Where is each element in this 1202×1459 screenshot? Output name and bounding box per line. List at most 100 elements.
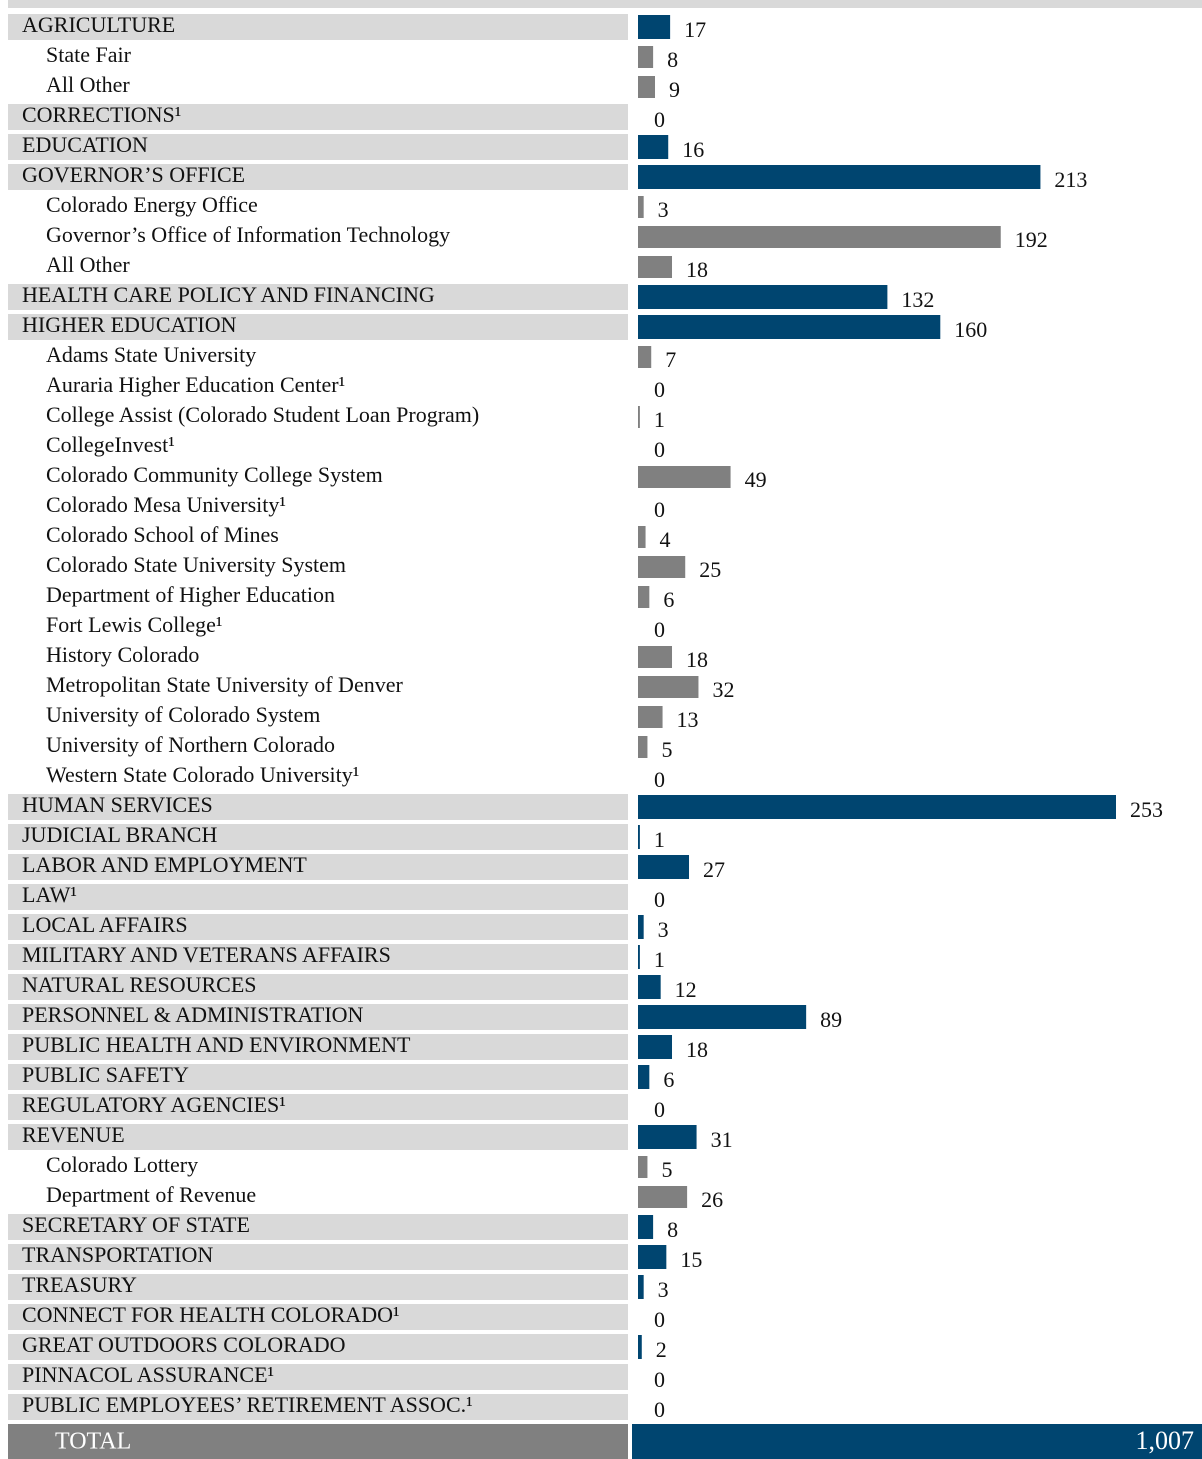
value-label: 13 <box>677 707 699 732</box>
row-bg <box>8 1364 628 1390</box>
bar <box>638 46 654 68</box>
value-label: 0 <box>654 1307 665 1332</box>
bar <box>638 1005 807 1029</box>
row-bg <box>8 1004 628 1030</box>
bar <box>638 226 1001 248</box>
row-bg <box>8 1214 628 1240</box>
value-label: 2 <box>656 1337 667 1362</box>
category-label: CollegeInvest¹ <box>46 432 175 457</box>
category-label: LAW¹ <box>22 882 77 907</box>
category-label: All Other <box>46 252 130 277</box>
header-strip <box>8 0 1202 8</box>
category-label: State Fair <box>46 42 132 67</box>
category-label: NATURAL RESOURCES <box>22 972 257 997</box>
category-label: Colorado Lottery <box>46 1152 198 1177</box>
category-label: PERSONNEL & ADMINISTRATION <box>22 1002 364 1027</box>
category-label: Department of Revenue <box>46 1182 256 1207</box>
category-label: PINNACOL ASSURANCE¹ <box>22 1362 274 1387</box>
value-label: 0 <box>654 1397 665 1422</box>
row-bg <box>8 1034 628 1060</box>
bar <box>638 736 648 758</box>
value-label: 3 <box>658 197 669 222</box>
value-label: 4 <box>660 527 671 552</box>
category-label: CONNECT FOR HEALTH COLORADO¹ <box>22 1302 400 1327</box>
bar <box>638 975 661 999</box>
row-bg <box>8 854 628 880</box>
bar <box>638 676 699 698</box>
row-bg <box>8 314 628 340</box>
category-label: Metropolitan State University of Denver <box>46 672 403 697</box>
row-bg <box>8 914 628 940</box>
value-label: 12 <box>675 977 697 1002</box>
category-label: LOCAL AFFAIRS <box>22 912 188 937</box>
category-label: CORRECTIONS¹ <box>22 102 181 127</box>
row-bg <box>8 974 628 1000</box>
value-label: 18 <box>686 257 708 282</box>
value-label: 49 <box>745 467 767 492</box>
category-label: University of Northern Colorado <box>46 732 335 757</box>
total-value: 1,007 <box>1136 1426 1195 1455</box>
category-label: Department of Higher Education <box>46 582 335 607</box>
total-label-bg <box>8 1424 628 1459</box>
row-bg <box>8 1394 628 1420</box>
row-bg <box>8 944 628 970</box>
bar <box>638 915 644 939</box>
value-label: 1 <box>654 947 665 972</box>
category-label: LABOR AND EMPLOYMENT <box>22 852 307 877</box>
bar <box>638 15 671 39</box>
value-label: 160 <box>954 317 987 342</box>
bar <box>638 256 673 278</box>
value-label: 25 <box>699 557 721 582</box>
value-label: 15 <box>680 1247 702 1272</box>
value-label: 0 <box>654 437 665 462</box>
category-label: Colorado Community College System <box>46 462 383 487</box>
value-label: 18 <box>686 647 708 672</box>
value-label: 213 <box>1054 167 1087 192</box>
row-bg <box>8 1094 628 1120</box>
value-label: 253 <box>1130 797 1163 822</box>
category-label: MILITARY AND VETERANS AFFAIRS <box>22 942 391 967</box>
category-label: GREAT OUTDOORS COLORADO <box>22 1332 346 1357</box>
row-bg <box>8 884 628 910</box>
total-label: TOTAL <box>55 1429 131 1455</box>
category-label: AGRICULTURE <box>22 12 175 37</box>
bar <box>638 1335 642 1359</box>
bar <box>638 285 888 309</box>
bar <box>638 526 646 548</box>
value-label: 9 <box>669 77 680 102</box>
category-label: REVENUE <box>22 1122 125 1147</box>
bar <box>638 466 731 488</box>
value-label: 26 <box>701 1187 723 1212</box>
category-label: SECRETARY OF STATE <box>22 1212 250 1237</box>
bar <box>638 855 690 879</box>
bar <box>638 1275 644 1299</box>
value-label: 31 <box>711 1127 733 1152</box>
bar <box>638 1156 648 1178</box>
bar <box>638 795 1116 819</box>
bar <box>638 1245 667 1269</box>
value-label: 0 <box>654 497 665 522</box>
value-label: 1 <box>654 827 665 852</box>
value-label: 16 <box>682 137 704 162</box>
bar <box>638 1215 654 1239</box>
value-label: 0 <box>654 107 665 132</box>
value-label: 17 <box>684 17 706 42</box>
value-label: 0 <box>654 617 665 642</box>
value-label: 0 <box>654 767 665 792</box>
value-label: 0 <box>654 377 665 402</box>
category-label: PUBLIC HEALTH AND ENVIRONMENT <box>22 1032 411 1057</box>
category-label: College Assist (Colorado Student Loan Pr… <box>46 402 479 427</box>
value-label: 3 <box>658 917 669 942</box>
bar <box>638 346 652 368</box>
category-label: Western State Colorado University¹ <box>46 762 359 787</box>
category-label: Auraria Higher Education Center¹ <box>46 372 345 397</box>
category-label: Colorado State University System <box>46 552 346 577</box>
value-label: 89 <box>820 1007 842 1032</box>
category-label: HEALTH CARE POLICY AND FINANCING <box>22 282 435 307</box>
value-label: 192 <box>1015 227 1048 252</box>
row-bg <box>8 104 628 130</box>
bar <box>638 825 640 849</box>
bar <box>638 945 640 969</box>
row-bg <box>8 824 628 850</box>
